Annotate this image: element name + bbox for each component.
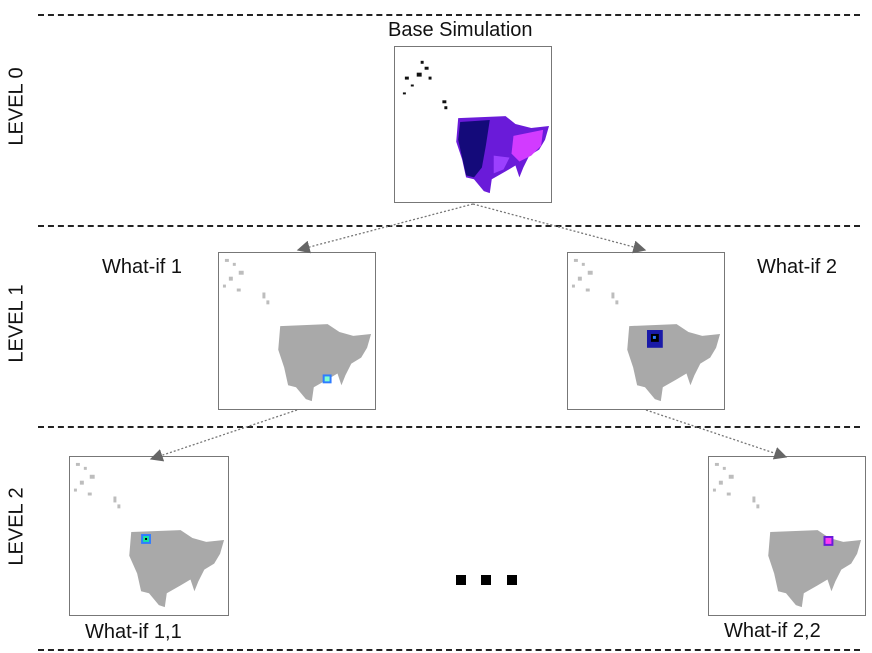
what-if-2-label: What-if 2 <box>757 256 838 278</box>
separator-line <box>38 225 860 227</box>
ellipsis-dot <box>481 575 491 585</box>
arrow-whatif1-to-whatif11 <box>149 409 298 462</box>
what-if-2-2-label: What-if 2,2 <box>724 620 821 642</box>
arrow-base-to-whatif2 <box>472 203 647 254</box>
what-if-1-map[interactable] <box>218 252 376 410</box>
separator-line <box>38 426 860 428</box>
what-if-1-1-label: What-if 1,1 <box>85 621 182 643</box>
separator-line <box>38 649 860 651</box>
what-if-1-label: What-if 1 <box>102 256 183 278</box>
ellipsis-dot <box>507 575 517 585</box>
separator-line <box>38 14 860 16</box>
arrow-whatif2-to-whatif22 <box>645 409 788 460</box>
what-if-2-2-map[interactable] <box>708 456 866 616</box>
base-simulation-map[interactable] <box>394 46 552 203</box>
what-if-2-map[interactable] <box>567 252 725 410</box>
what-if-1-1-map[interactable] <box>69 456 229 616</box>
ellipsis-dot <box>456 575 466 585</box>
arrow-base-to-whatif1 <box>296 203 474 254</box>
base-simulation-label: Base Simulation <box>388 19 533 41</box>
